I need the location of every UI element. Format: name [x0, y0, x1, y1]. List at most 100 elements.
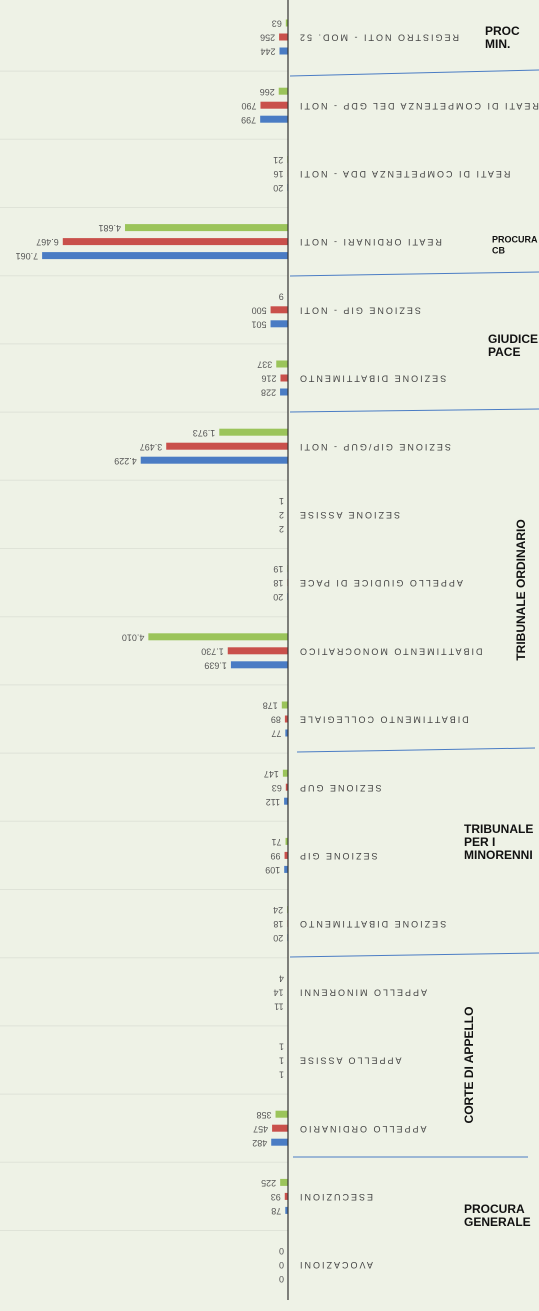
- value-label: 24: [273, 905, 283, 915]
- value-label: 63: [272, 19, 282, 29]
- bar: [272, 1124, 288, 1132]
- bar: [285, 837, 288, 845]
- bar: [278, 87, 288, 95]
- bar: [281, 701, 288, 709]
- category-label: AVOCAZIONI: [298, 1260, 373, 1270]
- group-label: TRIBUNALE ORDINARIO: [514, 519, 528, 660]
- value-label: 77: [271, 729, 281, 739]
- bar: [148, 633, 288, 641]
- value-label: 337: [257, 360, 272, 370]
- value-label: 225: [261, 1178, 276, 1188]
- group-label: PROCURA: [464, 1202, 525, 1216]
- value-label: 19: [273, 564, 283, 574]
- value-label: 358: [257, 1110, 272, 1120]
- value-label: 147: [264, 769, 279, 779]
- value-label: 9: [279, 291, 284, 301]
- bar: [285, 729, 288, 737]
- group-label: GENERALE: [464, 1215, 531, 1229]
- bar: [219, 428, 288, 436]
- group-label: PACE: [488, 345, 520, 359]
- value-label: 18: [273, 919, 283, 929]
- value-label: 14: [273, 987, 283, 997]
- category-label: DIBATTIMENTO COLLEGIALE: [298, 715, 469, 725]
- value-label: 256: [260, 33, 275, 43]
- value-label: 228: [261, 388, 276, 398]
- value-label: 112: [266, 797, 280, 807]
- group-label: MIN.: [485, 37, 510, 51]
- group-label: PROCURA: [492, 234, 538, 244]
- category-label: APPELLO ORDINARIO: [298, 1124, 427, 1134]
- bar: [270, 306, 288, 314]
- category-label: REATI DI COMPETENZA DEL GDP - NOTI: [298, 101, 539, 111]
- bar: [270, 320, 288, 328]
- bar: [42, 252, 288, 260]
- bar: [260, 101, 288, 109]
- category-label: REATI DI COMPETENZA DDA - NOTI: [298, 169, 510, 179]
- category-label: SEZIONE ASSISE: [298, 510, 400, 520]
- value-label: 89: [271, 715, 281, 725]
- value-label: 216: [261, 374, 276, 384]
- category-label: SEZIONE GIP - NOTI: [298, 305, 421, 315]
- bar: [280, 374, 288, 382]
- value-label: 4.229: [114, 456, 137, 466]
- value-label: 63: [272, 783, 282, 793]
- value-label: 1: [279, 1056, 284, 1066]
- value-label: 790: [241, 101, 256, 111]
- value-label: 1.639: [204, 660, 227, 670]
- value-label: 93: [271, 1192, 281, 1202]
- bar: [140, 456, 288, 464]
- value-label: 244: [260, 47, 275, 57]
- value-label: 457: [253, 1124, 268, 1134]
- value-label: 21: [273, 155, 283, 165]
- separator: [289, 408, 539, 413]
- bar: [276, 360, 288, 368]
- value-label: 1.730: [201, 646, 224, 656]
- bar: [166, 442, 288, 450]
- value-label: 18: [273, 578, 283, 588]
- value-label: 500: [252, 305, 267, 315]
- bar: [260, 115, 288, 123]
- bar: [284, 1192, 288, 1200]
- bar: [284, 865, 288, 873]
- category-label: REATI ORDINARI - NOTI: [298, 237, 442, 247]
- category-label: APPELLO GIUDICE DI PACE: [298, 578, 463, 588]
- group-label: CB: [492, 245, 505, 255]
- bar: [280, 388, 288, 396]
- bar: [279, 47, 288, 55]
- value-label: 3.497: [140, 442, 163, 452]
- group-label: PROC: [485, 24, 520, 38]
- value-label: 0: [279, 1246, 284, 1256]
- category-label: SEZIONE GUP: [298, 783, 382, 793]
- separator: [289, 69, 539, 77]
- value-label: 20: [273, 933, 283, 943]
- value-label: 1: [279, 1042, 284, 1052]
- value-label: 266: [260, 87, 275, 97]
- value-label: 4: [279, 973, 284, 983]
- group-label: TRIBUNALE: [464, 822, 533, 836]
- category-label: REGISTRO NOTI - MOD. 52: [298, 33, 459, 43]
- separator: [296, 747, 536, 753]
- category-label: ESECUZIONI: [298, 1192, 373, 1202]
- group-label: PER I: [464, 835, 495, 849]
- group-separators: [289, 69, 539, 1158]
- bar: [280, 1178, 288, 1186]
- value-label: 7.061: [16, 251, 39, 261]
- value-label: 78: [271, 1206, 281, 1216]
- bar: [284, 851, 288, 859]
- bar: [285, 19, 288, 27]
- value-label: 1: [279, 1070, 284, 1080]
- category-label: APPELLO MINORENNI: [298, 987, 427, 997]
- value-label: 799: [241, 115, 256, 125]
- value-label: 178: [263, 701, 278, 711]
- value-label: 2: [279, 510, 284, 520]
- value-label: 482: [252, 1138, 267, 1148]
- group-label: CORTE DI APPELLO: [462, 1007, 476, 1124]
- bar: [279, 33, 288, 41]
- bar: [271, 1138, 288, 1146]
- bar: [284, 797, 288, 805]
- bar: [275, 1110, 288, 1118]
- value-label: 16: [273, 169, 283, 179]
- category-label: DIBATTIMENTO MONOCRATICO: [298, 646, 483, 656]
